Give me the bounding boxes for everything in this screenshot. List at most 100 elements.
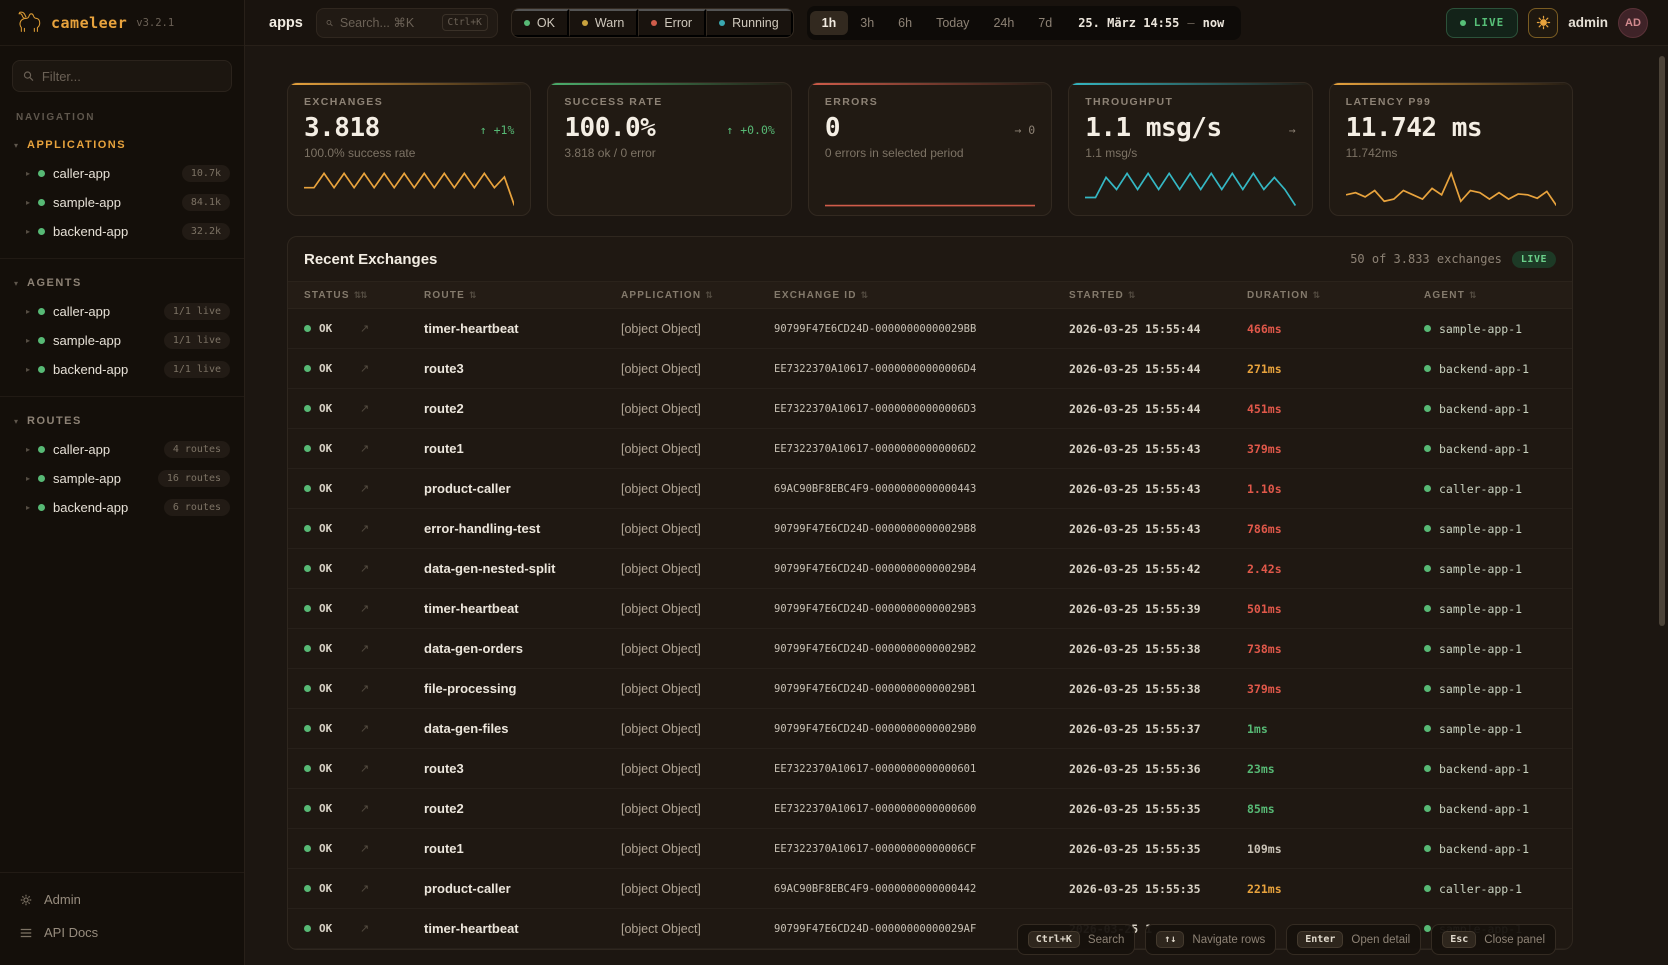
range-7d-button[interactable]: 7d <box>1038 15 1053 30</box>
agent-cell: backend-app-1 <box>1424 762 1556 776</box>
sidebar-item[interactable]: ▸ sample-app 1/1 live <box>0 326 244 355</box>
open-exchange-icon[interactable]: ↗ <box>360 363 370 375</box>
open-exchange-icon[interactable]: ↗ <box>360 723 370 735</box>
column-header[interactable]: ROUTE ⇅ <box>424 290 621 301</box>
open-exchange-icon[interactable]: ↗ <box>360 403 370 415</box>
agent-dot <box>1424 365 1431 372</box>
column-header[interactable]: AGENT ⇅ <box>1424 290 1556 301</box>
filter-label: Warn <box>594 15 625 30</box>
column-label: STATUS <box>304 289 350 301</box>
search-input[interactable] <box>339 15 435 30</box>
open-exchange-icon[interactable]: ↗ <box>360 643 370 655</box>
filter-error-button[interactable]: Error <box>638 8 707 37</box>
table-row[interactable]: OK ↗ route2 [object Object] EE7322370A10… <box>288 389 1572 429</box>
filter-input[interactable] <box>41 68 221 84</box>
range-today-button[interactable]: Today <box>936 15 970 30</box>
status-cell: OK <box>304 322 356 335</box>
route-cell: route3 <box>424 761 464 776</box>
table-row[interactable]: OK ↗ timer-heartbeat [object Object] 907… <box>288 309 1572 349</box>
status-cell: OK <box>304 842 356 855</box>
duration-cell: 2.42s <box>1247 561 1282 576</box>
table-row[interactable]: OK ↗ route1 [object Object] EE7322370A10… <box>288 429 1572 469</box>
open-exchange-icon[interactable]: ↗ <box>360 883 370 895</box>
table-row[interactable]: OK ↗ route3 [object Object] EE7322370A10… <box>288 749 1572 789</box>
section-header-routes[interactable]: ▾ ROUTES <box>0 407 244 435</box>
table-row[interactable]: OK ↗ file-processing [object Object] 907… <box>288 669 1572 709</box>
range-3h-button[interactable]: 3h <box>860 15 875 30</box>
section-header-applications[interactable]: ▾ APPLICATIONS <box>0 131 244 159</box>
sidebar-item-admin[interactable]: Admin <box>0 883 244 916</box>
exchange-id-cell: 90799F47E6CD24D-00000000000029AF <box>774 922 977 935</box>
table-row[interactable]: OK ↗ route2 [object Object] EE7322370A10… <box>288 789 1572 829</box>
sidebar-item[interactable]: ▸ backend-app 32.2k <box>0 217 244 246</box>
status-cell: OK <box>304 722 356 735</box>
filter-label: Error <box>664 15 693 30</box>
sidebar-item[interactable]: ▸ sample-app 16 routes <box>0 464 244 493</box>
sidebar-item-api-docs[interactable]: API Docs <box>0 916 244 949</box>
sidebar-item[interactable]: ▸ backend-app 6 routes <box>0 493 244 522</box>
sidebar-footer-label: Admin <box>44 892 81 907</box>
status-dot <box>304 325 311 332</box>
column-header[interactable]: STARTED ⇅ <box>1069 290 1247 301</box>
kbd-badge: ↑↓ <box>1156 931 1185 948</box>
status-cell: OK <box>304 682 356 695</box>
table-row[interactable]: OK ↗ product-caller [object Object] 69AC… <box>288 469 1572 509</box>
sidebar-item-label: sample-app <box>53 195 121 210</box>
sidebar-item[interactable]: ▸ caller-app 4 routes <box>0 435 244 464</box>
section-label: ROUTES <box>27 415 82 427</box>
column-header[interactable]: APPLICATION ⇅ <box>621 290 774 301</box>
app-logo[interactable]: cameleer v3.2.1 <box>0 0 244 46</box>
agent-cell: backend-app-1 <box>1424 802 1556 816</box>
theme-toggle-button[interactable] <box>1528 7 1559 38</box>
section-header-agents[interactable]: ▾ AGENTS <box>0 269 244 297</box>
card-value: 11.742 ms <box>1345 113 1483 143</box>
sidebar-item[interactable]: ▸ caller-app 1/1 live <box>0 297 244 326</box>
table-row[interactable]: OK ↗ timer-heartbeat [object Object] 907… <box>288 589 1572 629</box>
status-dot <box>38 446 46 453</box>
card-value: 1.1 msg/s <box>1085 113 1222 143</box>
range-24h-button[interactable]: 24h <box>993 15 1015 30</box>
card-subtitle: 3.818 ok / 0 error <box>564 146 656 160</box>
date-range-display[interactable]: 25. März 14:55 — now <box>1064 16 1238 30</box>
open-exchange-icon[interactable]: ↗ <box>360 483 370 495</box>
scrollbar-thumb[interactable] <box>1659 56 1665 626</box>
open-exchange-icon[interactable]: ↗ <box>360 523 370 535</box>
table-row[interactable]: OK ↗ route1 [object Object] EE7322370A10… <box>288 829 1572 869</box>
table-row[interactable]: OK ↗ data-gen-orders [object Object] 907… <box>288 629 1572 669</box>
table-row[interactable]: OK ↗ route3 [object Object] EE7322370A10… <box>288 349 1572 389</box>
search-shortcut-badge: Ctrl+K <box>441 14 488 31</box>
table-row[interactable]: OK ↗ data-gen-nested-split [object Objec… <box>288 549 1572 589</box>
search-icon <box>326 19 333 26</box>
open-exchange-icon[interactable]: ↗ <box>360 763 370 775</box>
open-exchange-icon[interactable]: ↗ <box>360 443 370 455</box>
open-exchange-icon[interactable]: ↗ <box>360 923 370 935</box>
column-header[interactable]: STATUS ⇅ <box>304 289 361 301</box>
table-row[interactable]: OK ↗ data-gen-files [object Object] 9079… <box>288 709 1572 749</box>
sidebar-item[interactable]: ▸ sample-app 84.1k <box>0 188 244 217</box>
filter-ok-button[interactable]: OK <box>511 8 569 37</box>
open-exchange-icon[interactable]: ↗ <box>360 843 370 855</box>
column-header[interactable]: ⇅ <box>356 290 424 301</box>
open-exchange-icon[interactable]: ↗ <box>360 323 370 335</box>
table-row[interactable]: OK ↗ product-caller [object Object] 69AC… <box>288 869 1572 909</box>
sidebar-item[interactable]: ▸ caller-app 10.7k <box>0 159 244 188</box>
column-header[interactable]: EXCHANGE ID ⇅ <box>774 290 1069 301</box>
open-exchange-icon[interactable]: ↗ <box>360 803 370 815</box>
avatar[interactable]: AD <box>1618 7 1648 38</box>
duration-cell: 786ms <box>1247 521 1282 536</box>
duration-cell: 451ms <box>1247 401 1282 416</box>
column-header[interactable]: DURATION ⇅ <box>1247 290 1424 301</box>
filter-warn-button[interactable]: Warn <box>568 8 639 37</box>
range-6h-button[interactable]: 6h <box>898 15 913 30</box>
card-delta: → <box>1288 123 1296 137</box>
range-1h-button[interactable]: 1h <box>809 10 849 35</box>
open-exchange-icon[interactable]: ↗ <box>360 603 370 615</box>
table-row[interactable]: OK ↗ error-handling-test [object Object]… <box>288 509 1572 549</box>
username-label[interactable]: admin <box>1568 15 1608 30</box>
sidebar-item[interactable]: ▸ backend-app 1/1 live <box>0 355 244 384</box>
open-exchange-icon[interactable]: ↗ <box>360 563 370 575</box>
sidebar-item-label: caller-app <box>53 166 111 181</box>
filter-running-button[interactable]: Running <box>706 8 793 37</box>
open-exchange-icon[interactable]: ↗ <box>360 683 370 695</box>
live-toggle-button[interactable]: LIVE <box>1445 7 1519 38</box>
